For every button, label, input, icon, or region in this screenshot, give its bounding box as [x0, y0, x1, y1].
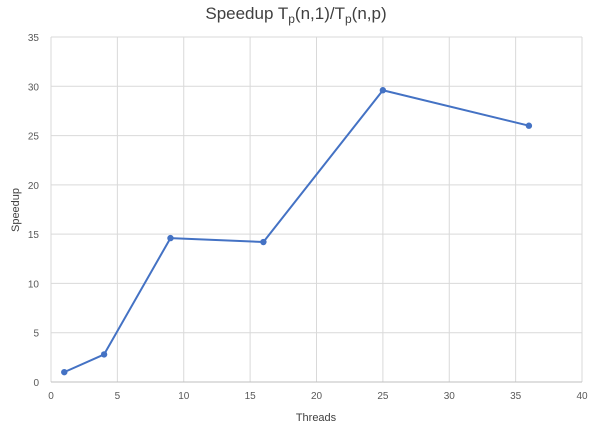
x-tick-label: 0 — [48, 391, 54, 402]
y-tick-label: 25 — [28, 132, 40, 143]
x-tick-label: 10 — [178, 391, 190, 402]
x-tick-label: 40 — [576, 391, 588, 402]
data-point — [167, 234, 174, 242]
chart-title: Speedup Tp(n,1)/Tp(n,p) — [205, 4, 386, 26]
x-tick-label: 25 — [377, 391, 389, 402]
y-tick-label: 35 — [28, 33, 40, 44]
y-tick-label: 15 — [28, 230, 40, 241]
data-point — [100, 351, 108, 358]
series-line — [63, 89, 530, 374]
data-point — [379, 87, 387, 94]
y-axis-ticks: 0 5 10 15 20 25 30 35 — [28, 33, 40, 389]
x-tick-label: 30 — [444, 391, 456, 402]
data-point — [260, 238, 267, 246]
x-tick-label: 20 — [311, 391, 323, 402]
y-tick-label: 5 — [33, 329, 39, 340]
x-axis-ticks: 0 5 10 15 20 25 30 35 40 — [48, 391, 588, 402]
series-layer — [61, 87, 533, 376]
y-tick-label: 10 — [28, 279, 40, 290]
gridlines — [50, 36, 583, 383]
x-axis-title: Threads — [296, 412, 337, 424]
y-tick-label: 30 — [28, 82, 40, 93]
x-tick-label: 35 — [510, 391, 522, 402]
x-tick-label: 15 — [245, 391, 257, 402]
y-tick-label: 0 — [33, 378, 39, 389]
data-point — [61, 368, 68, 376]
x-tick-label: 5 — [115, 391, 121, 402]
data-point — [525, 122, 533, 129]
y-axis-title: Speedup — [10, 188, 22, 232]
y-tick-label: 20 — [28, 181, 40, 192]
